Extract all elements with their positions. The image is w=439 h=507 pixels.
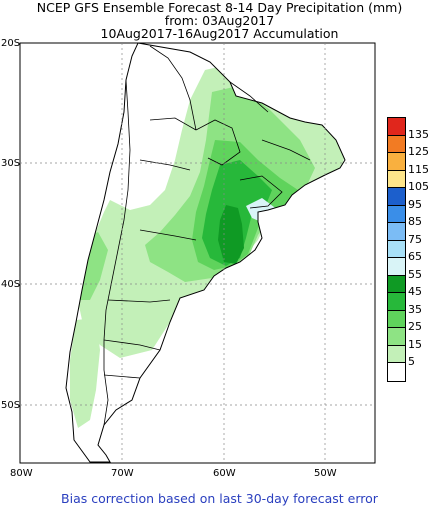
legend-swatch [388,363,405,381]
lon-tick-70w: 70W [111,468,134,479]
paraguay-border [195,119,241,166]
legend-label: 95 [408,197,422,211]
legend-label: 35 [408,302,422,316]
legend-label: 105 [408,180,429,193]
legend-label: 45 [408,285,422,298]
legend-label: 115 [408,162,429,176]
legend-label: 85 [408,215,422,228]
legend-label: 65 [408,250,422,263]
legend-label: 25 [408,320,422,333]
political-boundaries [103,45,311,426]
legend-swatch [388,275,405,293]
brazil-states [229,81,311,161]
lat-tick-40s: 40S [1,279,21,290]
lat-tick-30s: 30S [1,158,21,169]
legend-swatch [388,328,405,346]
legend-swatch [388,135,405,153]
legend-swatch [388,188,405,206]
legend-label: 135 [408,127,429,141]
precipitation-shading [70,62,345,428]
coastline [65,42,346,463]
legend-swatch [388,170,405,188]
legend-label: 125 [408,145,429,158]
legend-swatch [388,205,405,223]
accumulation-period: 10Aug2017-16Aug2017 Accumulation [100,26,339,41]
legend-swatch [388,345,405,363]
argentina-provinces-south [103,299,171,379]
lon-tick-60w: 60W [213,468,236,479]
legend-swatch [388,258,405,276]
legend-label: 15 [408,337,422,351]
legend-swatch [388,240,405,258]
bolivia-border [149,45,197,131]
lat-tick-20s: 20S [1,38,21,49]
legend-label: 55 [408,267,422,281]
bias-correction-note: Bias correction based on last 30-day for… [61,491,378,506]
uruguay-border [239,175,283,209]
lon-tick-80w: 80W [10,468,33,479]
map-title: NCEP GFS Ensemble Forecast 8-14 Day Prec… [36,0,403,15]
lat-tick-50s: 50S [1,400,21,411]
legend-swatch [388,310,405,328]
forecast-init-date: from: 03Aug2017 [164,13,275,28]
legend-swatch [388,153,405,171]
legend-swatch [388,293,405,311]
lon-tick-50w: 50W [314,468,337,479]
legend-label: 75 [408,232,422,246]
precip-45-55mm-area [218,205,244,264]
color-scale-legend [387,117,406,382]
precip-patagonia-coast [70,318,100,428]
legend-label: 5 [408,355,415,368]
legend-swatch [388,118,405,136]
graticule [20,43,375,463]
legend-swatch [388,223,405,241]
argentina-provinces-north [139,117,197,241]
